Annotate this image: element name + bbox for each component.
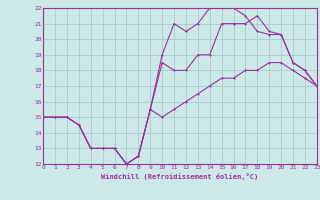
X-axis label: Windchill (Refroidissement éolien,°C): Windchill (Refroidissement éolien,°C) — [101, 173, 259, 180]
